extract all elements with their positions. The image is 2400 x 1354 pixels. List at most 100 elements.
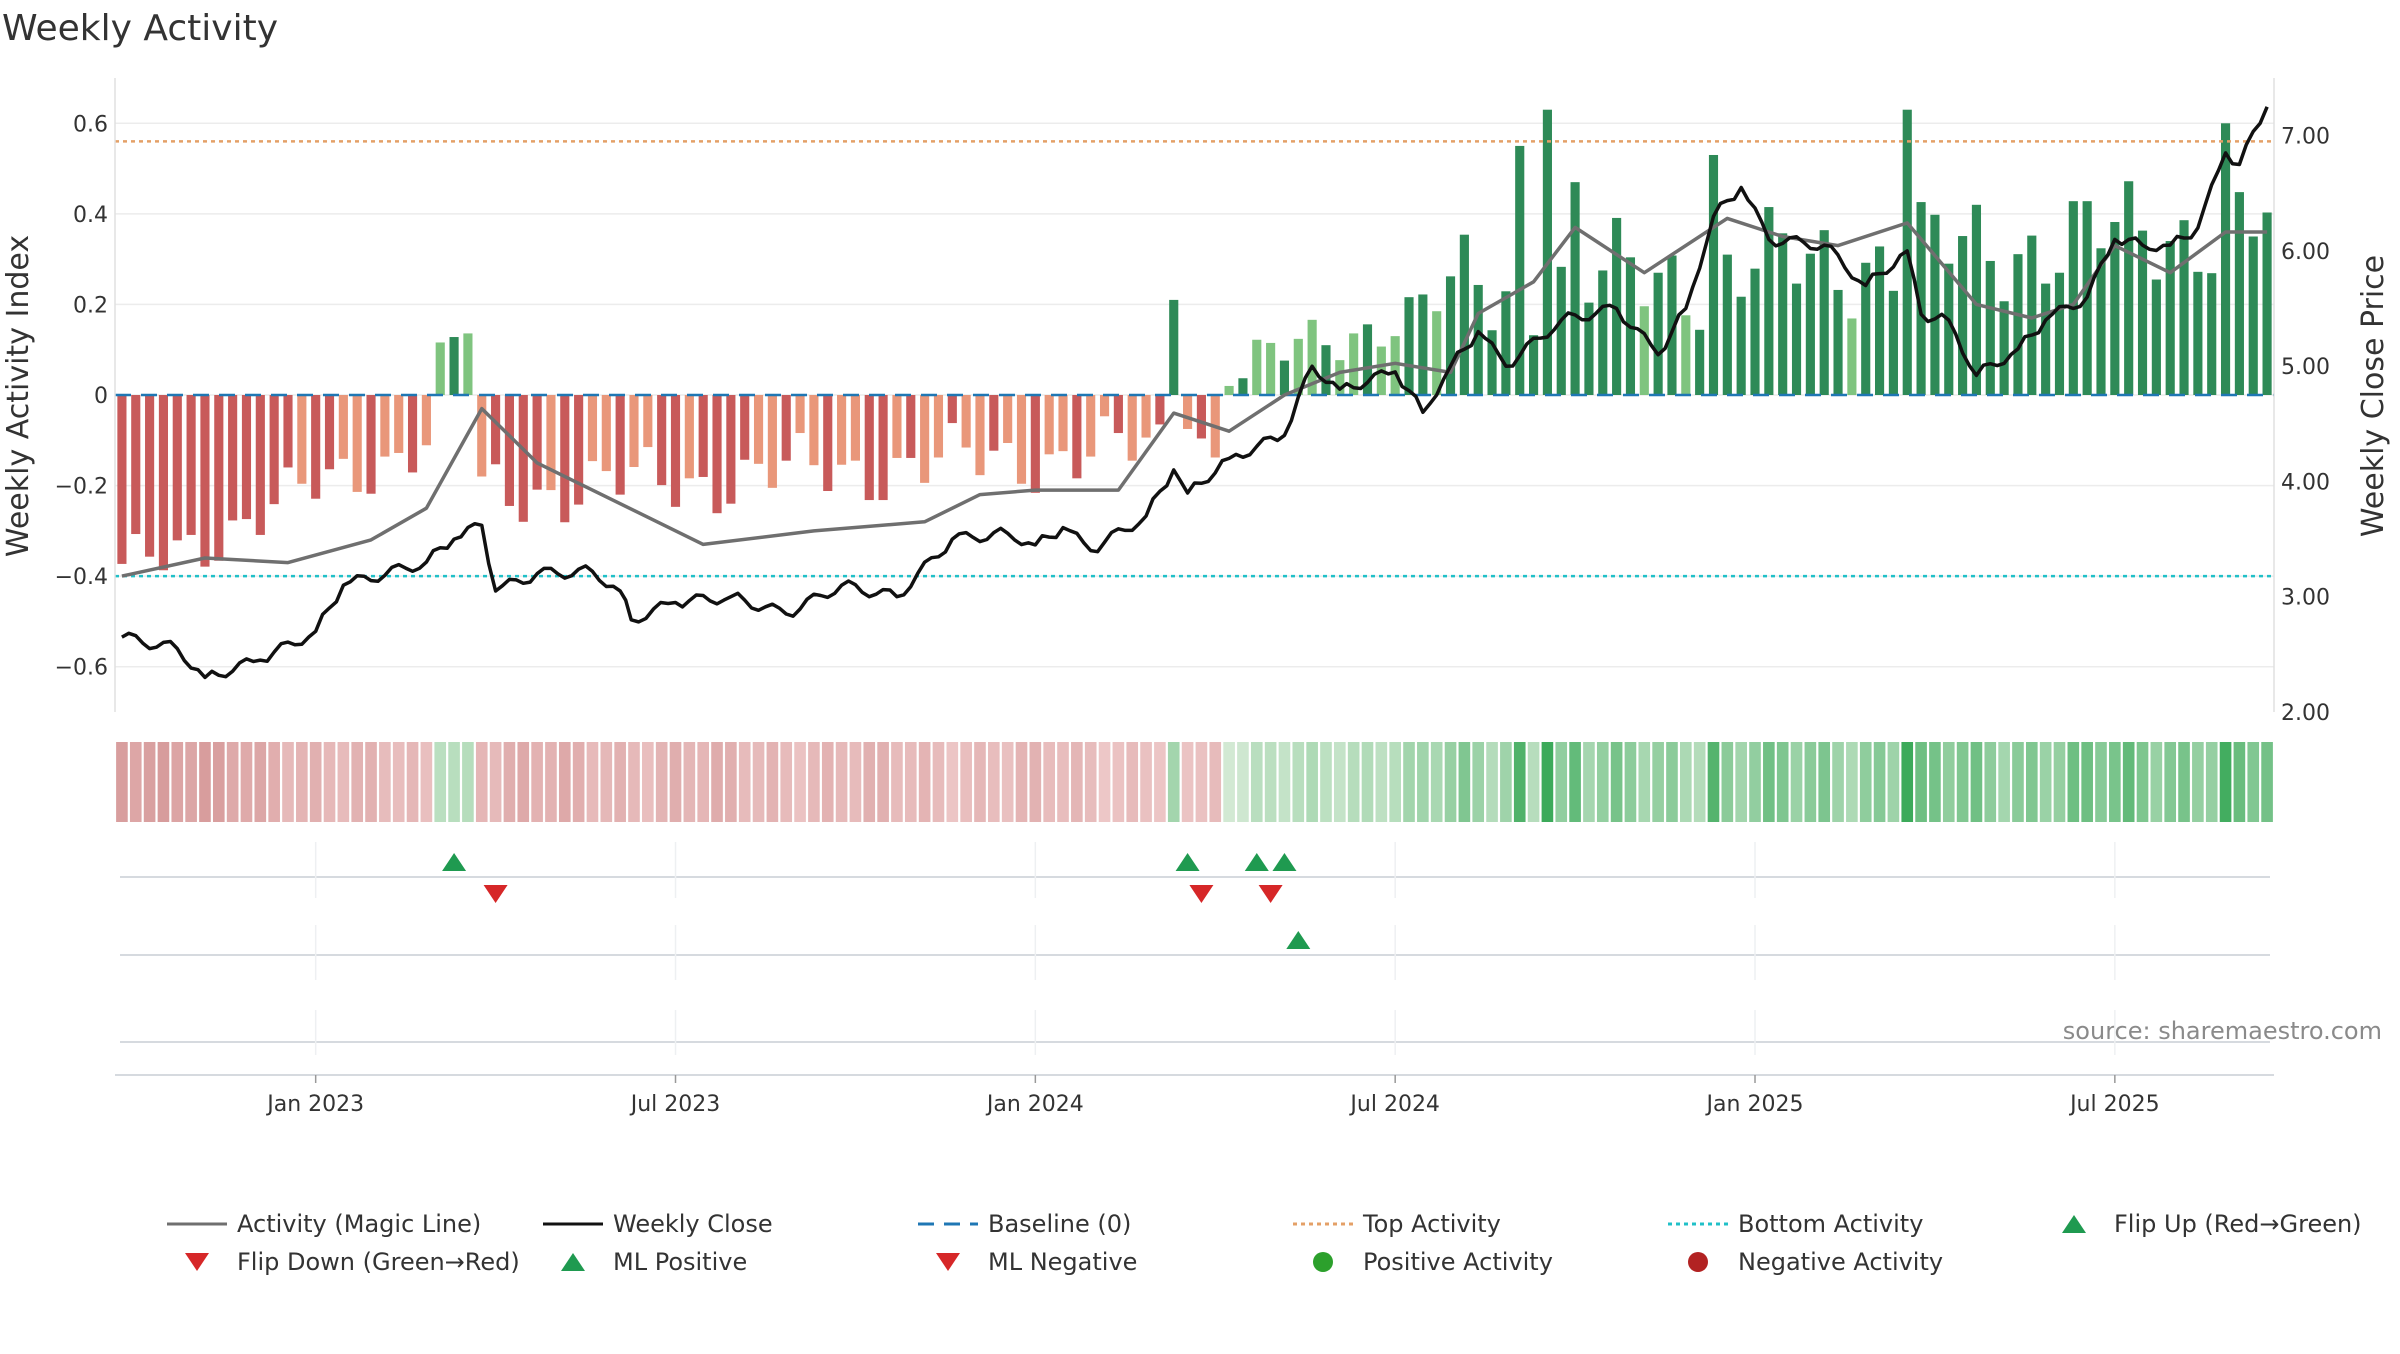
activity-bar	[546, 395, 556, 491]
heat-cell	[392, 742, 405, 822]
heat-cell	[379, 742, 391, 822]
activity-bar	[1529, 335, 1539, 395]
heat-cell	[697, 742, 710, 822]
heat-cell	[1403, 742, 1415, 822]
heat-cell	[1278, 742, 1291, 822]
heat-cell	[2150, 742, 2163, 822]
heat-cell	[1887, 742, 1900, 822]
legend-label: Baseline (0)	[988, 1210, 1131, 1238]
heat-cell	[116, 742, 128, 822]
activity-bar	[629, 395, 639, 468]
activity-bar	[1044, 395, 1054, 455]
activity-bar	[1819, 230, 1829, 395]
heat-cell	[157, 742, 170, 822]
axes: 0.6 0.4 0.2 0 −0.2 −0.4 −0.6 7.00 6.00 5.00 4.00 3.…	[55, 78, 2330, 726]
activity-bar	[518, 395, 528, 522]
legend-item: ML Negative	[936, 1248, 1137, 1276]
legend-item: Activity (Magic Line)	[167, 1210, 481, 1238]
series-lines	[121, 106, 2269, 680]
activity-bar	[1459, 234, 1469, 395]
activity-bar	[1736, 296, 1746, 395]
heat-cell	[1804, 742, 1817, 822]
y-tick-right: 7.00	[2281, 125, 2330, 150]
activity-bar	[684, 395, 694, 479]
heat-cell	[268, 742, 280, 822]
activity-bar	[1141, 395, 1151, 438]
activity-bar	[2220, 123, 2231, 396]
heat-cell	[1195, 742, 1208, 822]
activity-bar	[781, 395, 791, 461]
heat-cell	[600, 742, 613, 822]
activity-bar	[145, 395, 155, 557]
heat-cell	[1209, 742, 1222, 822]
activity-bar	[1072, 395, 1082, 479]
heat-cell	[1749, 742, 1761, 822]
activity-bar	[2013, 254, 2023, 395]
heat-cell	[171, 742, 184, 822]
activity-bar	[1515, 145, 1525, 395]
activity-bar	[574, 395, 584, 505]
heat-cell	[1763, 742, 1775, 822]
heat-cell	[1790, 742, 1803, 822]
activity-bar	[698, 395, 708, 477]
activity-bar	[1099, 395, 1110, 417]
activity-bar	[864, 395, 874, 501]
activity-bar	[670, 395, 681, 507]
y-tick-right: 6.00	[2281, 240, 2330, 265]
heat-cell	[1375, 742, 1388, 822]
activity-bar	[1487, 330, 1497, 395]
activity-bar	[1570, 182, 1580, 395]
activity-bar	[1722, 254, 1732, 395]
heat-cell	[420, 742, 433, 822]
activity-bar	[1307, 319, 1317, 395]
heat-cell	[323, 742, 336, 822]
activity-bar	[1432, 311, 1442, 395]
activity-bar	[1985, 260, 1995, 395]
heat-cell	[725, 742, 737, 822]
heat-cell	[1015, 742, 1028, 822]
activity-bar	[186, 395, 196, 535]
heat-cell	[2095, 742, 2107, 822]
heat-cell	[669, 742, 682, 822]
heat-cell	[1956, 742, 1969, 822]
heat-cell	[185, 742, 197, 822]
activity-bar	[795, 395, 805, 434]
heat-cell	[1320, 742, 1332, 822]
activity-bar	[2165, 241, 2175, 395]
heat-cell	[752, 742, 765, 822]
activity-heat-strip	[116, 742, 2273, 822]
activity-bar	[726, 395, 736, 504]
activity-bar	[1113, 395, 1123, 434]
activity-bar	[1542, 109, 1552, 395]
y-tick-left: 0.2	[73, 293, 108, 318]
y-tick-left: 0	[94, 384, 108, 409]
heat-cell	[2233, 742, 2246, 822]
heat-cell	[1167, 742, 1180, 822]
heat-cell	[1666, 742, 1678, 822]
heat-cell	[988, 742, 1000, 822]
heat-cell	[683, 742, 696, 822]
heat-cell	[1057, 742, 1069, 822]
legend-item: Negative Activity	[1688, 1248, 1943, 1276]
activity-bar	[975, 395, 985, 476]
heat-cell	[1181, 742, 1194, 822]
flip-down-marker	[1258, 885, 1283, 903]
activity-bar	[1445, 276, 1456, 395]
activity-bar	[933, 395, 944, 458]
x-tick-label: Jul 2025	[2068, 1092, 2160, 1117]
heat-cell	[849, 742, 862, 822]
y-tick-right: 2.00	[2281, 701, 2330, 726]
heat-cell	[614, 742, 626, 822]
activity-bar	[338, 395, 348, 459]
activity-bar	[560, 395, 570, 523]
heat-cell	[1001, 742, 1014, 822]
activity-bar	[2234, 192, 2244, 395]
activity-bar	[892, 395, 902, 458]
activity-bar	[532, 395, 542, 490]
heat-cell	[1569, 742, 1581, 822]
source-note: source: sharemaestro.com	[2063, 1017, 2382, 1045]
activity-bar	[504, 395, 514, 506]
flip-up-marker	[1272, 853, 1297, 871]
heat-cell	[1652, 742, 1664, 822]
